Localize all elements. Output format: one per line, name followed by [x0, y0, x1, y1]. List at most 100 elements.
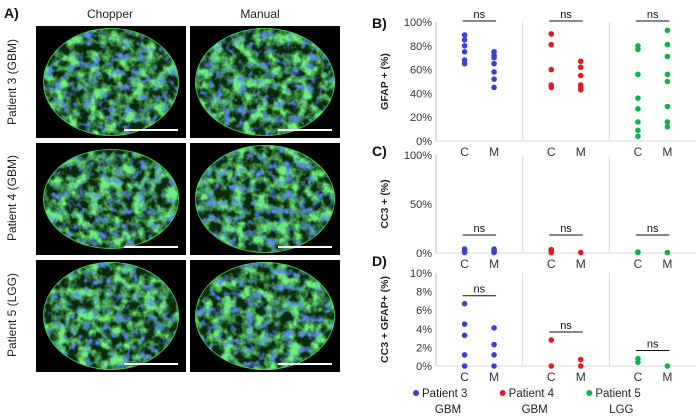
legend-label: Patient 3: [422, 388, 467, 400]
data-point: [664, 249, 671, 256]
x-tick-label: C: [460, 257, 469, 271]
data-point: [577, 87, 584, 93]
significance-label: ns: [647, 9, 659, 21]
x-tick-label: C: [634, 257, 643, 271]
data-point: [491, 54, 497, 61]
x-tick-label: C: [634, 370, 643, 384]
panel-letter-b: B): [372, 15, 387, 31]
x-tick-label: M: [489, 370, 499, 384]
x-tick-label: C: [460, 145, 469, 159]
panel-letter-a: A): [4, 5, 19, 21]
micrograph-patient-4-chopper: [36, 143, 186, 255]
micrograph-patient-3-chopper: [36, 26, 186, 138]
panel-letter-d: D): [372, 253, 387, 269]
x-tick-label: M: [662, 370, 672, 384]
data-point: [548, 249, 555, 256]
significance-label: ns: [474, 9, 486, 21]
legend-item-patient-5: Patient 5 LGG: [586, 388, 641, 416]
data-point: [577, 58, 584, 65]
series-patient-3: C Mns: [460, 223, 499, 271]
data-point: [548, 66, 555, 73]
significance-label: ns: [647, 223, 659, 235]
y-axis-label: CC3 + (%): [379, 179, 391, 228]
chart-b: 0% 20% 40% 60% 80% 100% GFAP + (%) C Mns C Mns C Mns: [379, 9, 696, 159]
x-tick-label: M: [489, 257, 499, 271]
chart-c: 0% 50% 100% CC3 + (%) C Mns C Mns C Mns: [379, 150, 696, 271]
data-point: [635, 127, 641, 134]
micrograph-patient-5-chopper: [36, 260, 186, 372]
x-tick-label: C: [547, 370, 556, 384]
y-tick-label: 2%: [416, 342, 432, 354]
significance-label: ns: [560, 9, 572, 21]
y-tick-label: 100%: [404, 17, 432, 29]
legend-sublabel: GBM: [522, 404, 548, 416]
x-tick-label: M: [576, 370, 586, 384]
significance-label: ns: [560, 320, 572, 332]
legend-label: Patient 5: [595, 388, 640, 400]
y-tick-label: 6%: [416, 305, 432, 317]
data-point: [491, 69, 497, 75]
x-tick-label: M: [489, 145, 499, 159]
series-patient-4: C Mns: [547, 9, 586, 159]
data-point: [664, 41, 671, 48]
micrograph-patient-5-manual: [190, 260, 340, 372]
data-point: [664, 53, 671, 60]
y-tick-label: 0%: [416, 361, 432, 373]
data-point: [635, 46, 641, 53]
data-point: [577, 72, 584, 79]
data-point: [664, 363, 671, 369]
y-tick-label: 10%: [410, 268, 432, 280]
data-point: [577, 64, 584, 71]
data-point: [664, 103, 671, 110]
data-point: [664, 78, 671, 85]
x-tick-label: M: [576, 145, 586, 159]
chart-d: 0% 2% 4% 6% 8% 10% CC3 + GFAP+ (%) C Mns C Mns C Mns: [379, 268, 696, 384]
legend: Patient 3 GBM Patient 4 GBM Patient 5 LGG: [413, 388, 641, 416]
data-point: [548, 363, 555, 369]
data-point: [635, 106, 641, 112]
data-point: [491, 352, 497, 358]
data-point: [635, 133, 641, 140]
x-tick-label: C: [634, 145, 643, 159]
series-patient-5: C Mns: [634, 339, 673, 384]
x-tick-label: C: [547, 145, 556, 159]
data-point: [664, 27, 671, 34]
row-label-patient-3: Patient 3 (GBM): [5, 39, 19, 125]
significance-label: ns: [474, 223, 486, 235]
scatter-panels: 0% 20% 40% 60% 80% 100% GFAP + (%) C Mns C Mns C Mns…: [379, 9, 696, 384]
legend-sublabel: LGG: [609, 404, 633, 416]
series-patient-5: C Mns: [634, 9, 673, 159]
y-tick-label: 80%: [410, 41, 432, 53]
y-tick-label: 0%: [416, 136, 432, 148]
series-patient-4: C Mns: [547, 223, 586, 271]
column-header-chopper: Chopper: [87, 7, 133, 21]
data-point: [491, 249, 497, 256]
data-point: [491, 60, 497, 67]
data-point: [664, 119, 671, 125]
data-point: [635, 249, 641, 256]
significance-label: ns: [474, 284, 486, 296]
y-tick-label: 40%: [410, 88, 432, 100]
data-point: [664, 71, 671, 78]
data-point: [461, 37, 468, 43]
legend-marker: [413, 390, 419, 396]
y-tick-label: 20%: [410, 112, 432, 124]
data-point: [548, 31, 555, 37]
series-patient-5: C Mns: [634, 223, 673, 271]
significance-label: ns: [647, 339, 659, 351]
x-tick-label: M: [576, 257, 586, 271]
legend-marker: [586, 390, 593, 396]
data-point: [461, 32, 468, 38]
legend-marker: [499, 390, 506, 396]
data-point: [461, 43, 468, 49]
column-header-manual: Manual: [240, 7, 279, 21]
data-point: [548, 337, 555, 343]
data-point: [635, 95, 641, 101]
significance-label: ns: [560, 223, 572, 235]
data-point: [461, 249, 468, 256]
series-patient-3: C Mns: [460, 9, 499, 159]
data-point: [491, 363, 497, 369]
data-point: [461, 321, 468, 327]
data-point: [461, 300, 468, 307]
micrograph-grid: [36, 26, 340, 372]
